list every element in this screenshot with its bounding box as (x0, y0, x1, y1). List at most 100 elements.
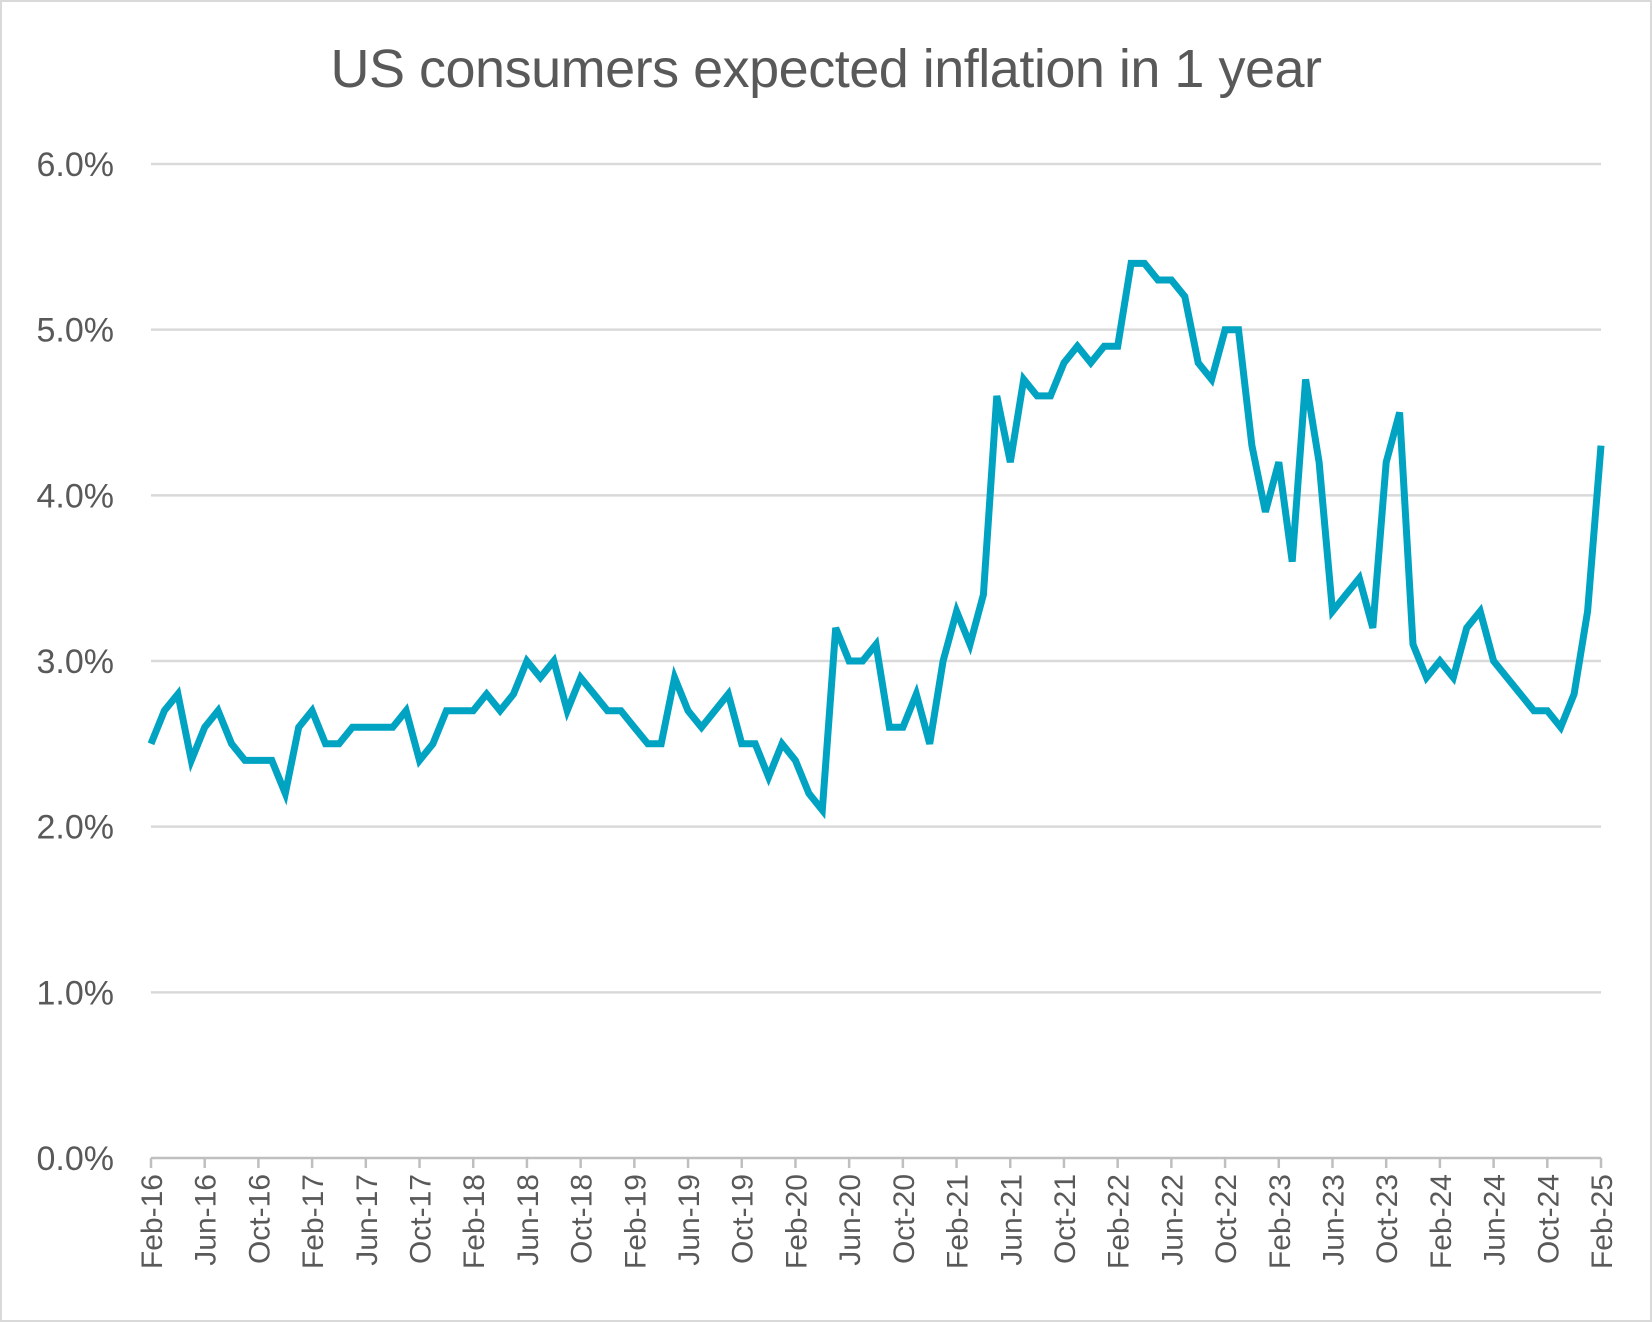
data-point (953, 608, 960, 615)
data-point (1598, 442, 1605, 449)
data-point (389, 724, 396, 731)
data-point (349, 724, 356, 731)
data-point (376, 724, 383, 731)
data-point (1396, 409, 1403, 416)
data-point (1356, 575, 1363, 582)
data-point (416, 757, 423, 764)
x-tick-label: Feb-18 (458, 1174, 491, 1269)
data-point (1262, 508, 1269, 515)
data-point (1074, 343, 1081, 350)
data-point (1222, 326, 1229, 333)
data-point (322, 740, 329, 747)
y-tick-label: 3.0% (37, 643, 115, 681)
data-point (1141, 260, 1148, 267)
x-tick-label: Oct-16 (243, 1174, 276, 1264)
x-tick-label: Feb-19 (619, 1174, 652, 1269)
data-point (926, 740, 933, 747)
x-tick-label: Feb-24 (1425, 1174, 1458, 1269)
data-point (698, 724, 705, 731)
x-tick-label: Oct-24 (1532, 1174, 1565, 1264)
y-tick-label: 4.0% (37, 477, 115, 515)
data-point (1410, 641, 1417, 648)
y-tick-label: 1.0% (37, 974, 115, 1012)
x-tick-label: Jun-23 (1317, 1174, 1350, 1266)
x-tick-label: Feb-21 (942, 1174, 975, 1269)
x-tick-label: Jun-18 (512, 1174, 545, 1266)
x-tick-label: Feb-25 (1586, 1174, 1619, 1269)
data-point (1530, 707, 1537, 714)
data-point (1020, 376, 1027, 383)
data-point (1517, 691, 1524, 698)
x-tick-label: Jun-16 (190, 1174, 223, 1266)
data-point (268, 757, 275, 764)
x-tick-label: Jun-24 (1479, 1174, 1512, 1266)
data-point (228, 740, 235, 747)
x-tick-label: Oct-21 (1049, 1174, 1082, 1264)
data-point (779, 740, 786, 747)
data-point (644, 740, 651, 747)
data-point (940, 658, 947, 665)
data-point (362, 724, 369, 731)
data-point (1329, 608, 1336, 615)
series-line (147, 259, 1605, 820)
y-tick-label: 5.0% (37, 312, 115, 350)
y-tick-label: 0.0% (37, 1140, 115, 1178)
data-point (993, 392, 1000, 399)
data-point (161, 707, 168, 714)
x-tick-label: Jun-17 (351, 1174, 384, 1266)
data-point (403, 707, 410, 714)
data-point (913, 691, 920, 698)
data-point (1463, 624, 1470, 631)
data-point (483, 691, 490, 698)
series-layer (147, 259, 1605, 820)
data-point (282, 790, 289, 797)
data-point (886, 724, 893, 731)
data-point (429, 740, 436, 747)
data-point (1436, 658, 1443, 665)
data-point (1557, 724, 1564, 731)
data-point (1114, 343, 1121, 350)
data-point (1477, 608, 1484, 615)
data-point (966, 641, 973, 648)
data-point (510, 691, 517, 698)
data-point (1208, 376, 1215, 383)
data-point (1275, 459, 1282, 466)
y-axis-labels: 0.0% 1.0% 2.0% 3.0% 4.0% 5.0% 6.0% (37, 146, 115, 1178)
data-point (241, 757, 248, 764)
data-point (631, 724, 638, 731)
x-tick-label: Feb-20 (780, 1174, 813, 1269)
y-tick-label: 6.0% (37, 146, 115, 184)
x-axis: Feb-16 Jun-16 Oct-16 Feb-17 Jun-17 Oct-17 Feb-… (136, 1156, 1619, 1269)
data-point (1181, 293, 1188, 300)
x-tick-label: Feb-22 (1103, 1174, 1136, 1269)
data-point (456, 707, 463, 714)
data-point (873, 641, 880, 648)
data-point (550, 658, 557, 665)
data-point (1034, 392, 1041, 399)
data-point (443, 707, 450, 714)
x-tick-label: Jun-20 (834, 1174, 867, 1266)
data-point (564, 707, 571, 714)
data-point (335, 740, 342, 747)
x-tick-label: Oct-23 (1371, 1174, 1404, 1264)
data-point (1504, 674, 1511, 681)
data-point (685, 707, 692, 714)
data-point (188, 757, 195, 764)
gridlines (151, 162, 1601, 994)
data-point (765, 773, 772, 780)
data-point (591, 691, 598, 698)
data-point (658, 740, 665, 747)
data-point (980, 591, 987, 598)
data-point (1490, 658, 1497, 665)
data-point (1584, 608, 1591, 615)
data-point (255, 757, 262, 764)
data-point (1087, 359, 1094, 366)
data-point (497, 707, 504, 714)
data-point (792, 757, 799, 764)
data-point (1248, 442, 1255, 449)
data-point (832, 624, 839, 631)
data-point (1128, 260, 1135, 267)
data-point (1101, 343, 1108, 350)
y-tick-label: 2.0% (37, 809, 115, 847)
